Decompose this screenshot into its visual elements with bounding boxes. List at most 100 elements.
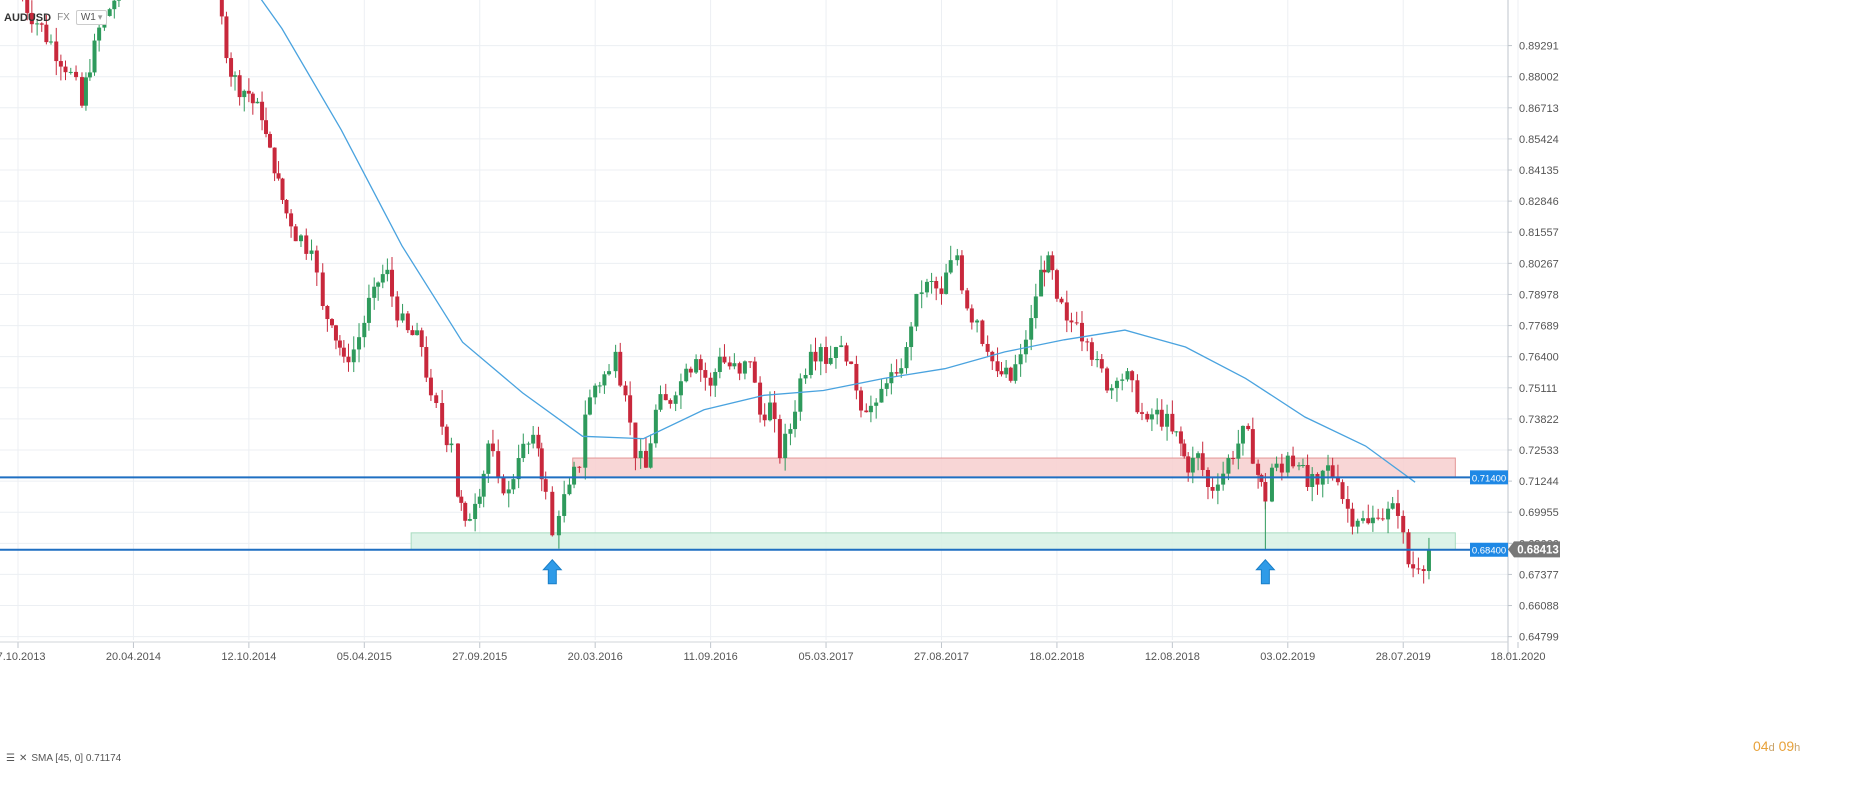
candle [1335, 464, 1340, 486]
candle [74, 65, 79, 81]
candle-body [1033, 296, 1038, 319]
candle-body [410, 330, 415, 336]
y-tick-label: 0.81557 [1519, 227, 1559, 239]
candle [314, 245, 319, 286]
candle [980, 319, 985, 347]
candle-body [463, 502, 468, 521]
candle [904, 342, 909, 374]
candle-body [633, 422, 638, 459]
candle-body [280, 178, 285, 200]
candle-body [366, 297, 371, 323]
candle-body [628, 395, 633, 423]
candle [1135, 374, 1140, 414]
candle [1370, 505, 1375, 532]
candle-body [272, 147, 277, 174]
candle [229, 52, 234, 87]
candle-body [583, 414, 588, 468]
list-icon[interactable]: ☰ [6, 753, 15, 764]
indicator-legend[interactable]: ☰ ✕ SMA [45, 0] 0.71174 [6, 753, 121, 764]
candle-body [1310, 474, 1315, 487]
x-tick-label: 27.08.2017 [914, 651, 969, 663]
candle [116, 0, 121, 8]
candle [1259, 473, 1264, 487]
candle [284, 199, 289, 219]
candle [48, 34, 53, 45]
candle [1095, 351, 1100, 368]
candle-body [1099, 359, 1104, 369]
candle [914, 293, 919, 332]
y-tick-label: 0.66088 [1519, 601, 1559, 613]
candle-countdown: 04d 09h [1753, 738, 1800, 754]
candle-body [722, 356, 727, 363]
x-tick-label: 28.07.2019 [1376, 651, 1431, 663]
candle [264, 107, 269, 138]
grid [0, 0, 1519, 640]
candle [909, 322, 914, 361]
candle [1221, 461, 1226, 491]
candle-body [884, 383, 889, 389]
arrow-up-icon [542, 558, 563, 585]
candle-body [1190, 457, 1195, 473]
candle-body [668, 400, 673, 404]
candle-body [1291, 455, 1296, 467]
candle-body [727, 362, 732, 367]
candle-body [1196, 453, 1201, 458]
candle-body [501, 477, 506, 494]
candle [1089, 337, 1094, 367]
candle [879, 378, 884, 403]
candle-body [1256, 463, 1261, 475]
candle [237, 70, 242, 106]
candle-body [854, 363, 859, 391]
y-axis: 0.89291 0.88002 0.86713 0.85424 0.84135 0.828… [1507, 0, 1559, 656]
candle-body [1370, 517, 1375, 524]
candle [1340, 479, 1345, 504]
y-tick-label: 0.78978 [1519, 289, 1559, 301]
candle [874, 398, 879, 419]
candle-body [824, 347, 829, 364]
candle-body [613, 351, 618, 372]
candle [1004, 360, 1009, 378]
y-tick-label: 0.71244 [1519, 476, 1559, 488]
candle [455, 443, 460, 498]
candle [1008, 366, 1013, 383]
candle-body [35, 23, 40, 25]
candle-body [459, 496, 464, 503]
candle [1140, 402, 1145, 421]
candle-body [708, 377, 713, 386]
x-tick-label: 18.02.2018 [1029, 651, 1084, 663]
candle [444, 424, 449, 453]
horizontal-lines[interactable] [0, 476, 1508, 551]
close-icon[interactable]: ✕ [18, 753, 28, 764]
candle-body [1411, 564, 1416, 569]
candle-body [107, 9, 112, 16]
candle-body [929, 280, 934, 282]
candle [688, 366, 693, 378]
candle [1155, 398, 1160, 425]
candle-body [1114, 380, 1119, 389]
candle-body [793, 411, 798, 430]
candle [1250, 417, 1255, 465]
candle-body [839, 345, 844, 348]
candle [1300, 458, 1305, 468]
candle-body [329, 319, 334, 326]
candle [567, 478, 572, 496]
candle [1054, 268, 1059, 302]
candle-body [405, 313, 410, 331]
zones [410, 457, 1456, 551]
timeframe-selector[interactable]: W1 ▾ [75, 10, 108, 25]
candle [673, 391, 678, 412]
candle-body [844, 345, 849, 362]
candle [758, 376, 763, 423]
candle-body [638, 450, 643, 459]
candle [678, 373, 683, 409]
candle-body [944, 272, 949, 294]
candle [965, 287, 970, 311]
candle [333, 324, 338, 350]
candle [521, 433, 526, 463]
candle-body [556, 515, 561, 536]
sma-line [260, 0, 1416, 483]
candle-body [1186, 456, 1191, 473]
candle [762, 403, 767, 427]
candle-body [224, 16, 229, 59]
